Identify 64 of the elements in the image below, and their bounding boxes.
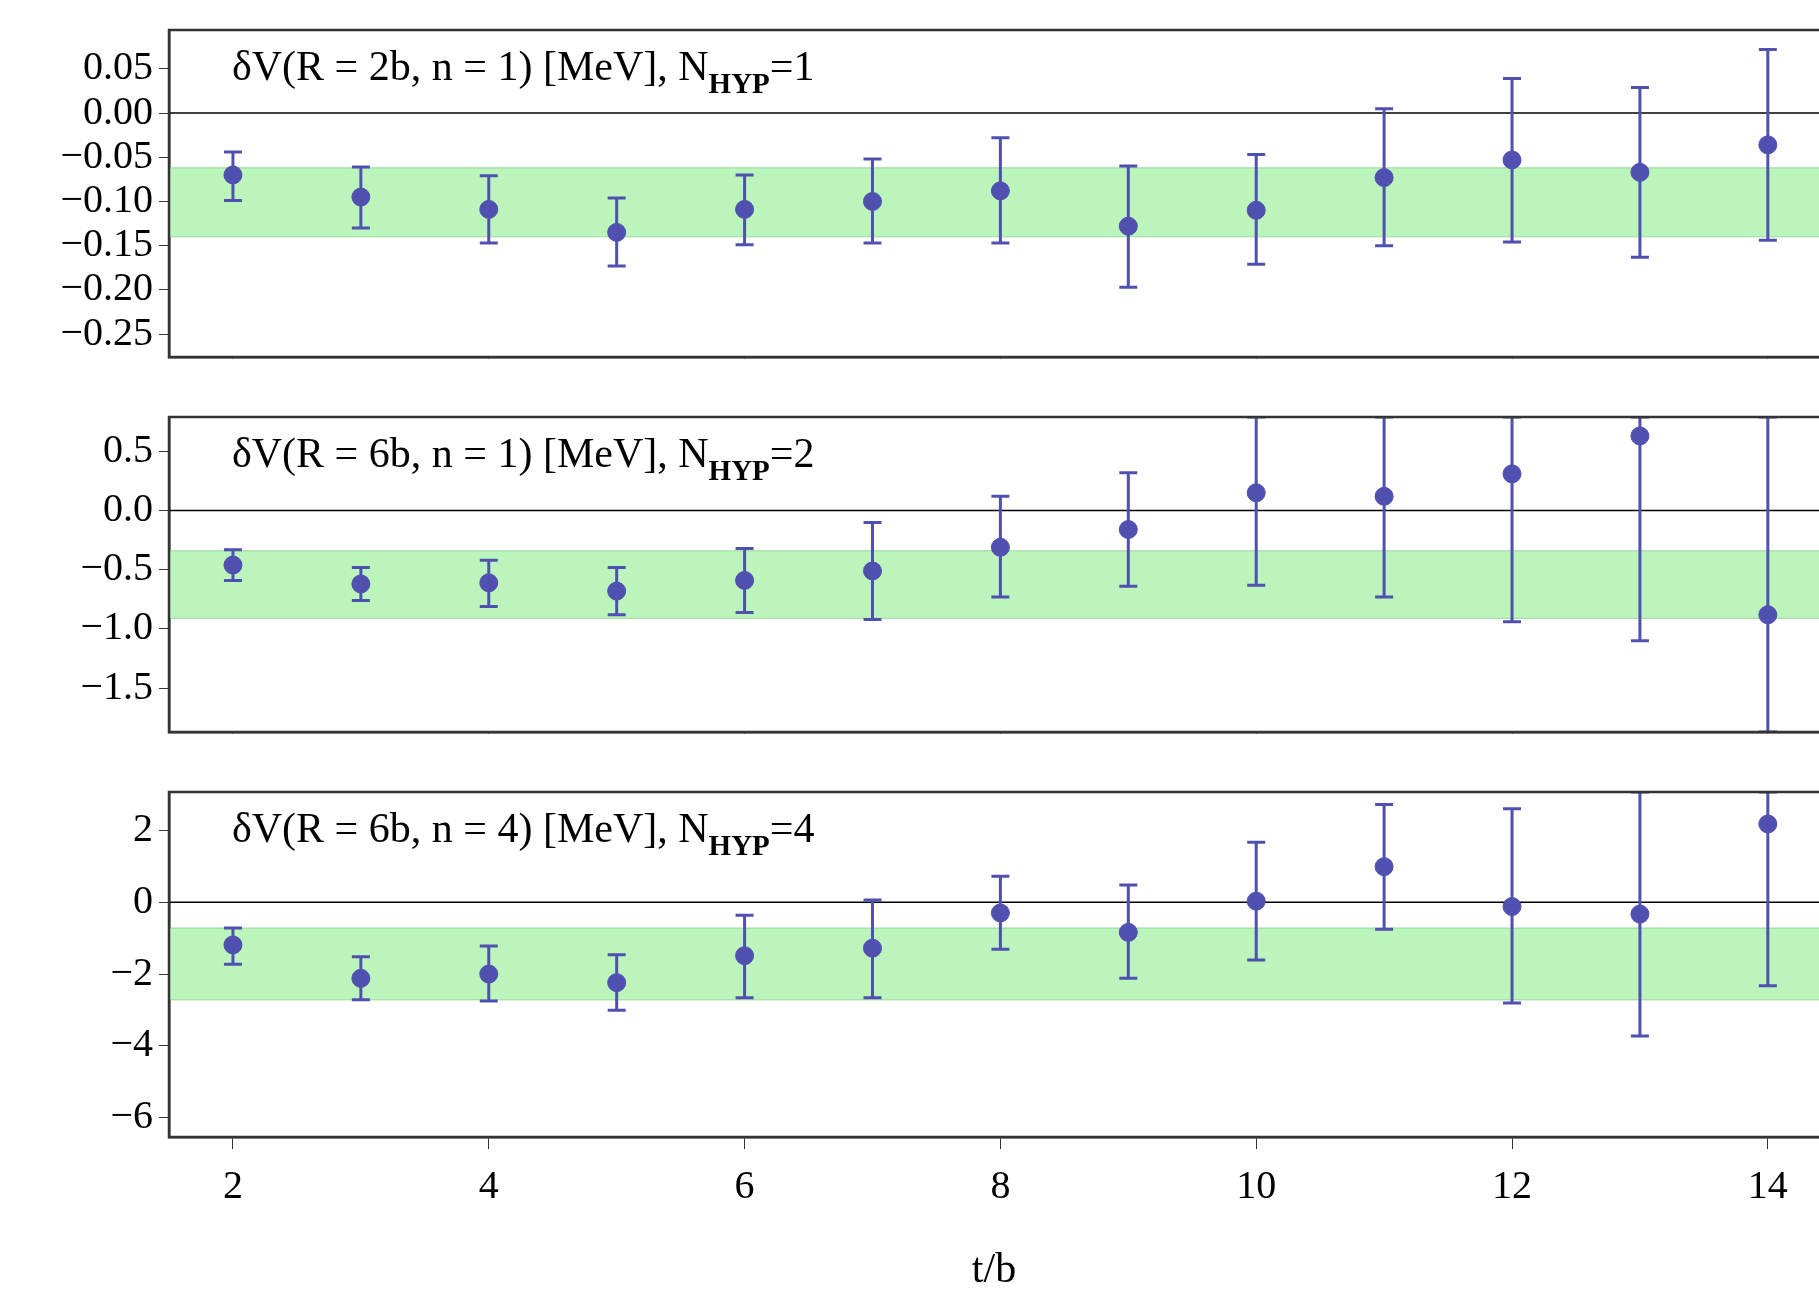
- point: [1502, 150, 1522, 170]
- y-tick-label: 0.00: [83, 87, 153, 133]
- point: [1630, 904, 1650, 924]
- point: [1118, 520, 1138, 539]
- point: [1758, 605, 1778, 625]
- point: [223, 555, 243, 575]
- y-tick-label: 0.5: [103, 425, 153, 471]
- point: [1630, 426, 1650, 446]
- point: [1374, 486, 1394, 506]
- point: [1246, 483, 1266, 503]
- y-tick-label: −0.20: [60, 264, 153, 310]
- point: [1758, 814, 1778, 834]
- point: [1374, 168, 1394, 188]
- point: [351, 968, 371, 988]
- point: [223, 165, 243, 185]
- point: [990, 537, 1010, 557]
- y-tick-label: −0.10: [60, 175, 153, 221]
- point: [223, 935, 243, 955]
- point: [735, 946, 755, 966]
- point: [1502, 464, 1522, 484]
- x-tick-label: 2: [222, 1161, 243, 1207]
- point: [607, 581, 627, 601]
- y-tick-label: −2: [110, 948, 153, 994]
- point: [735, 199, 755, 219]
- y-tick-label: −6: [110, 1092, 153, 1138]
- y-tick-label: −1.0: [80, 603, 153, 649]
- y-tick-label: −0.5: [80, 544, 153, 590]
- point: [607, 222, 627, 242]
- x-tick-label: 4: [478, 1161, 499, 1207]
- x-axis-title: t/b: [971, 1244, 1017, 1291]
- point: [1246, 891, 1266, 911]
- y-tick-label: −0.05: [60, 131, 153, 177]
- x-tick-label: 6: [734, 1161, 755, 1207]
- y-tick-label: −4: [110, 1020, 153, 1066]
- point: [1630, 162, 1650, 182]
- point: [1118, 922, 1138, 942]
- point: [1118, 216, 1138, 236]
- point: [479, 964, 499, 984]
- x-tick-label: 14: [1747, 1161, 1788, 1207]
- y-tick-label: 0: [133, 876, 153, 922]
- x-tick-label: 8: [990, 1161, 1011, 1207]
- x-tick-label: 10: [1236, 1161, 1277, 1207]
- point: [351, 574, 371, 594]
- point: [862, 938, 882, 958]
- y-tick-label: 0.0: [103, 485, 153, 531]
- point: [862, 561, 882, 581]
- point: [1758, 135, 1778, 155]
- y-tick-label: −0.15: [60, 220, 153, 266]
- point: [479, 573, 499, 593]
- point: [607, 973, 627, 993]
- y-tick-label: 0.05: [83, 43, 153, 89]
- y-tick-label: 2: [133, 804, 153, 850]
- x-tick-label: 12: [1492, 1161, 1533, 1207]
- point: [1502, 897, 1522, 917]
- point: [1374, 857, 1394, 877]
- point: [1246, 200, 1266, 220]
- y-tick-label: −1.5: [80, 662, 153, 708]
- point: [735, 570, 755, 590]
- point: [351, 187, 371, 207]
- point: [990, 903, 1010, 923]
- point: [862, 191, 882, 211]
- point: [990, 181, 1010, 201]
- y-tick-label: −0.25: [60, 308, 153, 354]
- point: [479, 199, 499, 219]
